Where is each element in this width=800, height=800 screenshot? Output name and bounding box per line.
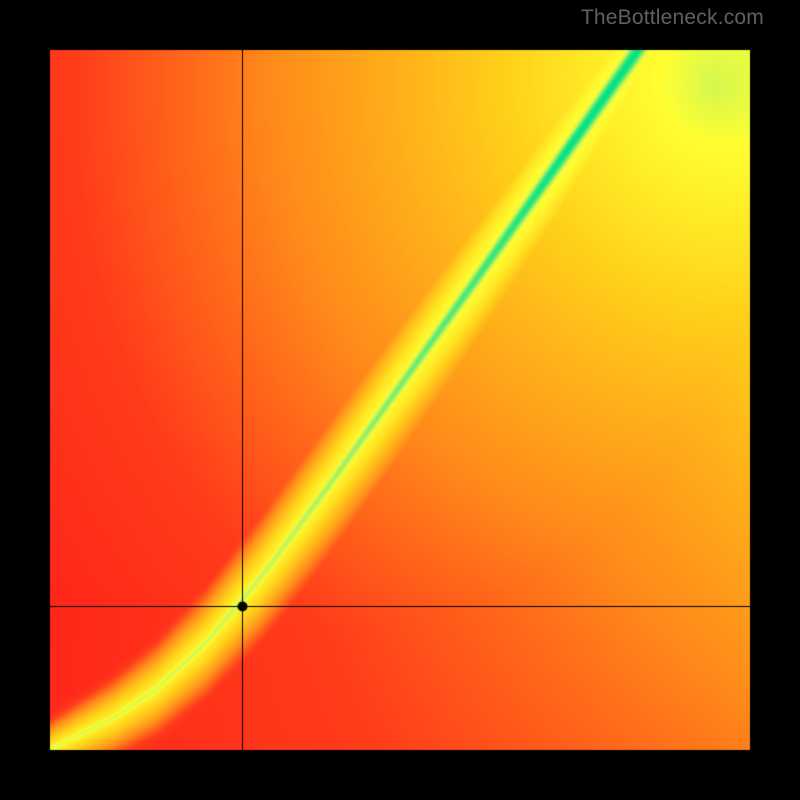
chart-container: TheBottleneck.com	[0, 0, 800, 800]
attribution-text: TheBottleneck.com	[581, 6, 764, 30]
bottleneck-heatmap	[0, 0, 800, 800]
